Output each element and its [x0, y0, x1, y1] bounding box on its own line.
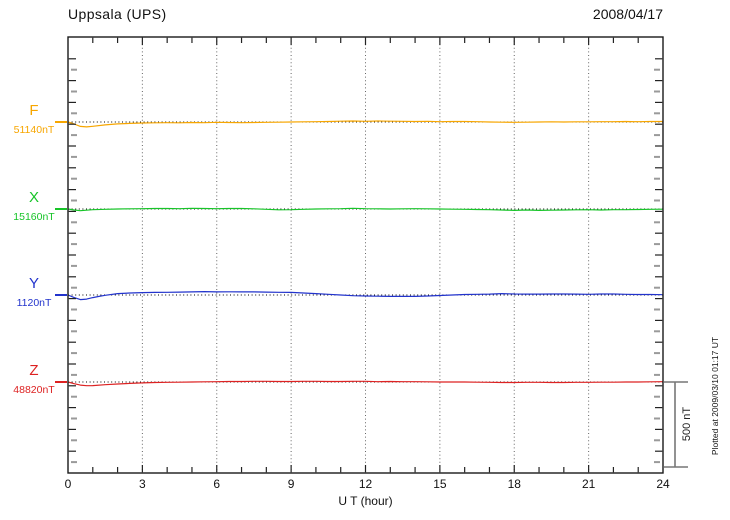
channel-baseline-y: 1120nT: [16, 297, 52, 309]
plotted-at-note: Plotted at 2009/03/10 01:17 UT: [710, 336, 720, 456]
channel-baseline-f: 51140nT: [13, 124, 55, 136]
plot-frame: [67, 36, 664, 474]
plot-date: 2008/04/17: [592, 6, 663, 22]
x-axis-tick-label: 6: [213, 477, 221, 491]
channel-label-y: Y 1120nT: [6, 276, 62, 309]
x-axis-tick-label: 21: [581, 477, 596, 491]
trace-f: [67, 120, 663, 128]
channel-letter-z: Z: [29, 362, 39, 379]
scale-bar-label: 500 nT: [681, 406, 693, 442]
channel-baseline-x: 15160nT: [13, 211, 55, 223]
channel-letter-f: F: [29, 102, 39, 119]
x-axis-tick-label: 12: [358, 477, 373, 491]
channel-baseline-z: 48820nT: [13, 384, 55, 396]
channel-label-f: F 51140nT: [6, 103, 62, 136]
channel-letter-x: X: [28, 189, 39, 206]
x-axis-tick-label: 15: [433, 477, 447, 491]
trace-z: [67, 380, 664, 387]
station-title: Uppsala (UPS): [68, 6, 167, 22]
channel-letter-y: Y: [28, 275, 39, 292]
x-axis-tick-label: 18: [507, 477, 521, 491]
x-axis-tick-label: 9: [287, 477, 295, 491]
trace-x: [67, 207, 664, 212]
x-axis-tick-label: 0: [64, 477, 72, 491]
x-axis-tick-label: 24: [656, 477, 670, 491]
channel-label-x: X 15160nT: [6, 190, 62, 223]
trace-y: [67, 291, 664, 301]
x-axis-tick-label: 3: [139, 477, 146, 491]
x-axis-title: U T (hour): [338, 494, 393, 508]
channel-label-z: Z 48820nT: [6, 363, 62, 396]
